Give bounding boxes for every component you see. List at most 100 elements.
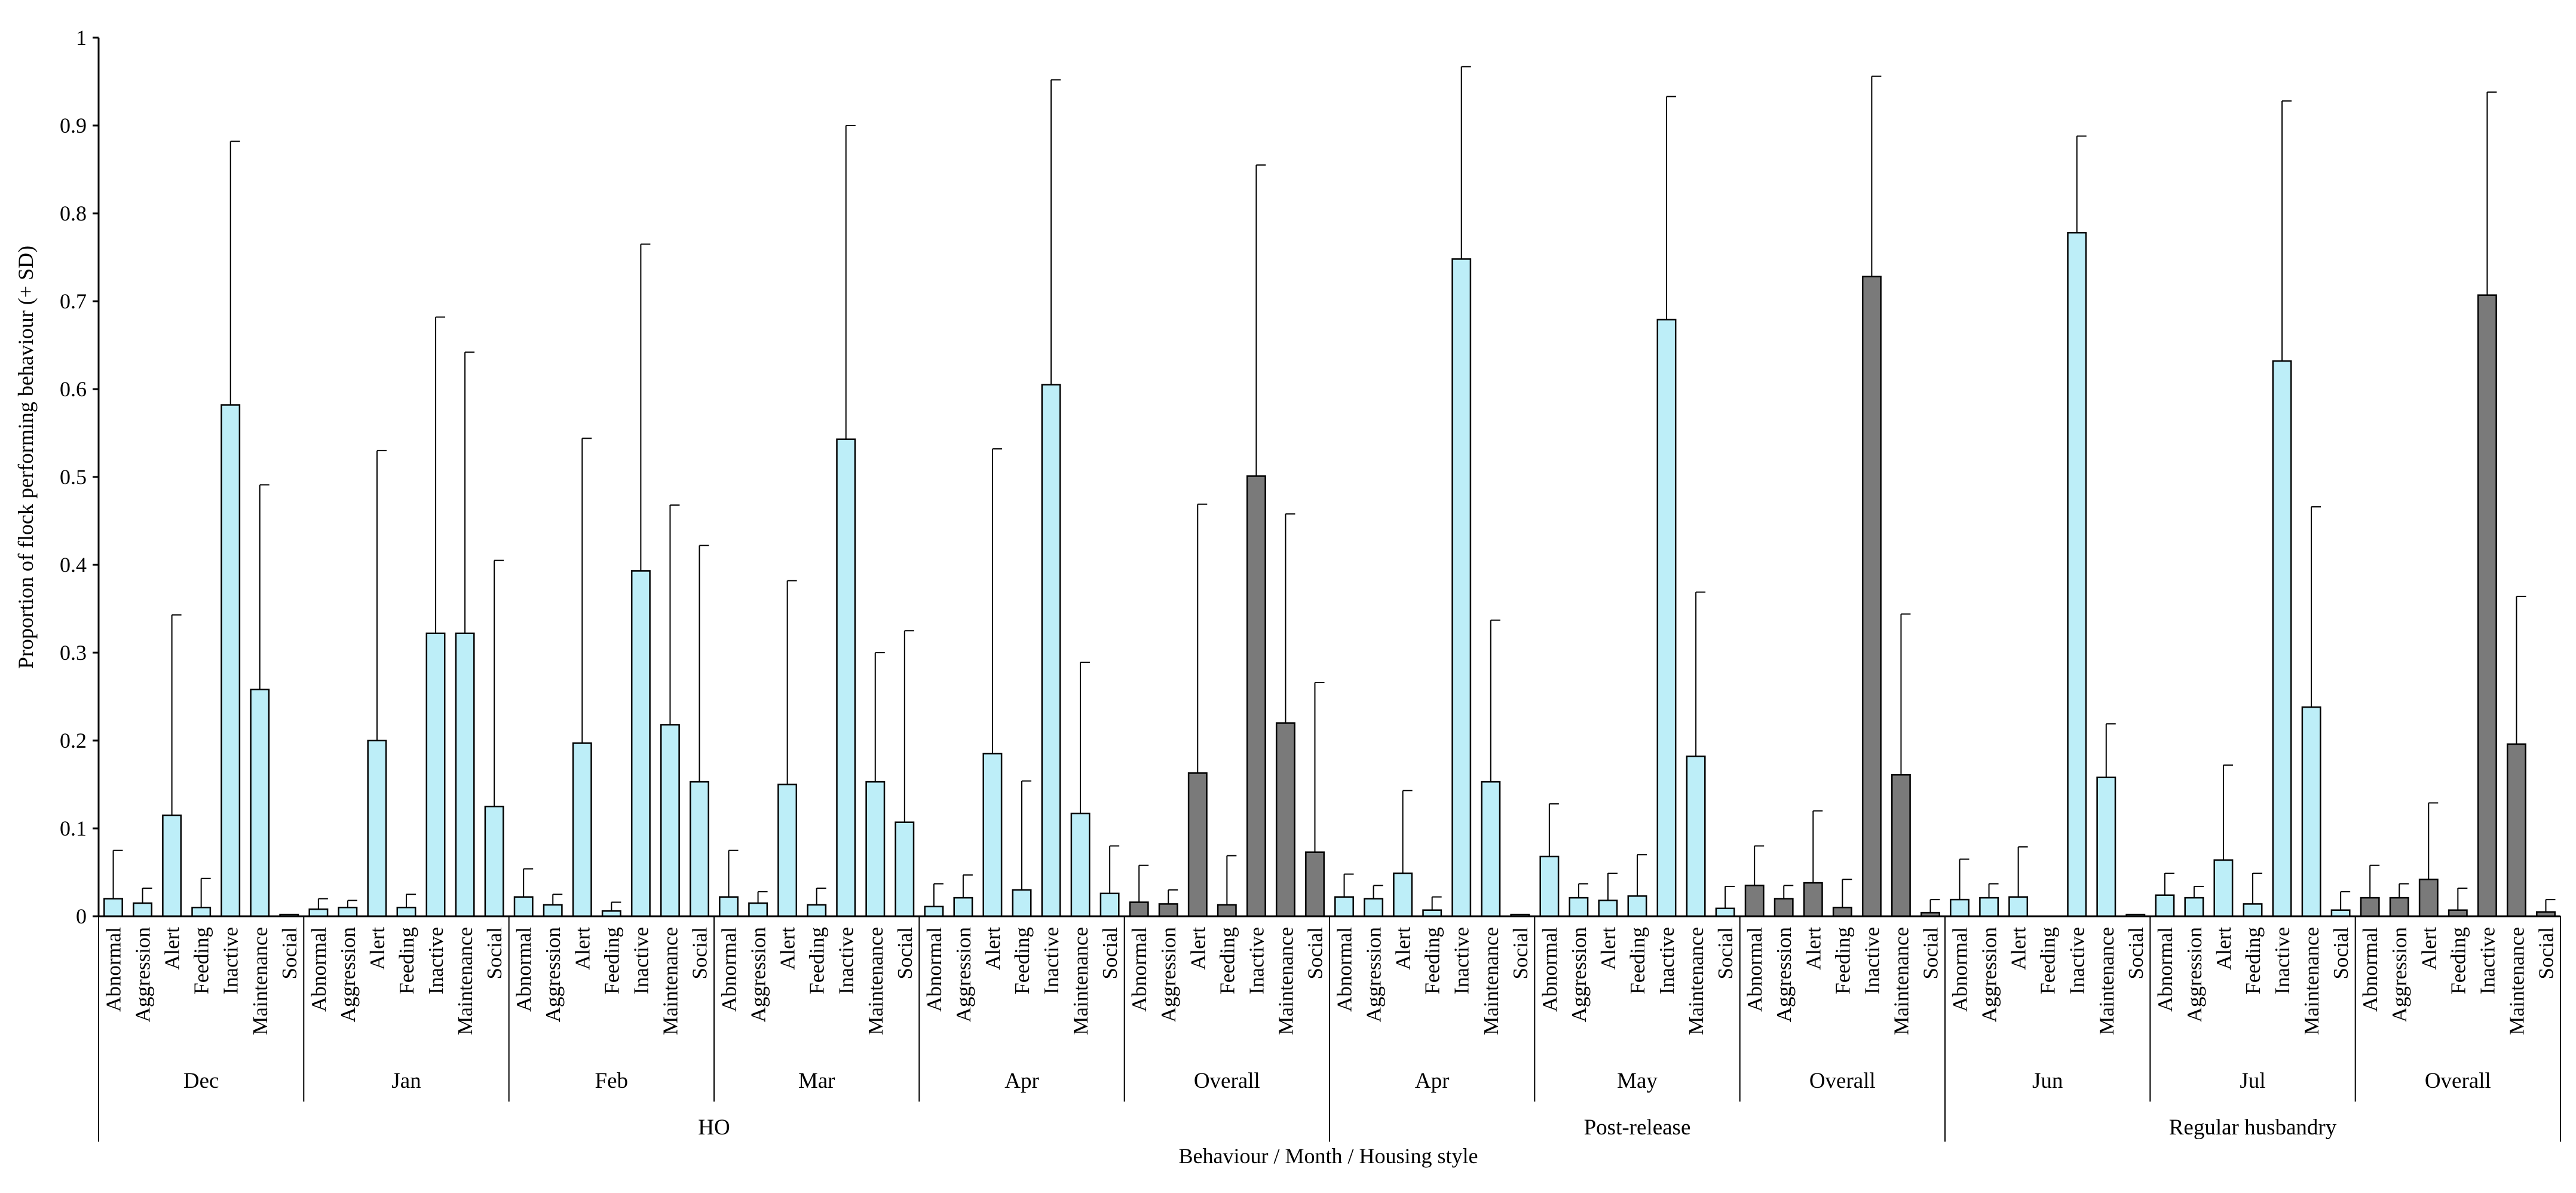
behaviour-label: Aggression — [1157, 927, 1180, 1022]
bar — [103, 898, 123, 917]
bar — [953, 897, 973, 917]
behaviour-label: Aggression — [952, 927, 975, 1022]
behaviour-label: Alert — [571, 927, 594, 970]
housing-label: Post-release — [1584, 1115, 1691, 1140]
bar — [2448, 909, 2468, 917]
bar — [367, 739, 387, 917]
y-tick-label: 0.7 — [60, 289, 87, 313]
behaviour-label: Inactive — [219, 927, 243, 995]
bar — [543, 904, 563, 917]
group-label: Apr — [1004, 1069, 1039, 1093]
y-tick-label: 0.6 — [60, 377, 87, 401]
bar — [1158, 903, 1178, 917]
group-label: Jan — [391, 1069, 421, 1093]
behaviour-label: Maintenance — [454, 927, 477, 1035]
bar — [396, 907, 416, 917]
behaviour-label: Feeding — [600, 927, 623, 995]
bar — [455, 632, 475, 917]
behaviour-label: Feeding — [805, 927, 829, 995]
x-axis-title: Behaviour / Month / Housing style — [1179, 1144, 1478, 1168]
bar — [513, 896, 534, 917]
bar — [748, 902, 768, 917]
bar — [220, 404, 241, 917]
y-tick-label: 0.2 — [60, 729, 87, 752]
behaviour-label: Abnormal — [1538, 927, 1561, 1012]
bar — [2301, 706, 2321, 917]
bar — [1012, 889, 1032, 917]
bar — [1539, 855, 1560, 917]
bar — [1275, 722, 1295, 917]
y-tick-label: 0.9 — [60, 114, 87, 137]
behaviour-label: Maintenance — [1684, 927, 1708, 1035]
behaviour-label: Inactive — [2271, 927, 2294, 995]
bar — [1187, 772, 1208, 917]
behaviour-label: Inactive — [424, 927, 448, 995]
behaviour-label: Inactive — [1655, 927, 1678, 995]
behaviour-label: Abnormal — [1949, 927, 1972, 1012]
behaviour-label: Social — [278, 927, 301, 980]
y-tick-label: 0.5 — [60, 465, 87, 489]
bar — [1217, 904, 1237, 917]
bar — [1715, 907, 1735, 917]
behaviour-label: Social — [1714, 927, 1737, 980]
behaviour-label: Social — [2124, 927, 2148, 980]
behaviour-label: Maintenance — [1480, 927, 1503, 1035]
bar — [2213, 859, 2234, 917]
behaviour-label: Social — [1509, 927, 1532, 980]
bar — [425, 632, 446, 917]
behaviour-label: Inactive — [1040, 927, 1063, 995]
bar — [1656, 319, 1677, 917]
bar — [572, 742, 592, 917]
y-axis-title: Proportion of flock performing behaviour… — [14, 246, 38, 669]
bar — [2067, 232, 2087, 917]
behaviour-label: Abnormal — [102, 927, 125, 1012]
behaviour-label: Aggression — [1978, 927, 2001, 1022]
behaviour-label: Maintenance — [864, 927, 887, 1035]
behaviour-label: Abnormal — [923, 927, 946, 1012]
bar — [2418, 879, 2439, 917]
bar — [1627, 895, 1647, 917]
behaviour-label: Inactive — [1860, 927, 1883, 995]
behaviour-label: Social — [2329, 927, 2353, 980]
group-label: Overall — [2425, 1069, 2491, 1093]
bars-layer — [103, 66, 2556, 917]
behaviour-label: Aggression — [1362, 927, 1386, 1022]
behaviour-label: Maintenance — [658, 927, 682, 1035]
behaviour-label: Inactive — [1450, 927, 1474, 995]
behaviour-label: Social — [1919, 927, 1943, 980]
behaviour-label: Aggression — [1567, 927, 1591, 1022]
behaviour-label: Alert — [776, 927, 800, 970]
y-axis: 0 0.1 0.2 0.3 0.4 0.5 0.6 0.7 0.8 0.9 1 — [60, 26, 100, 928]
behaviour-label: Social — [1098, 927, 1122, 980]
behaviour-label: Alert — [2417, 927, 2440, 970]
bar — [924, 906, 944, 917]
behaviour-label: Feeding — [1421, 927, 1444, 995]
behaviour-label: Alert — [2007, 927, 2030, 970]
bar — [1393, 872, 1413, 917]
behaviour-label: Aggression — [1772, 927, 1796, 1022]
bar — [2096, 776, 2116, 917]
bar — [2155, 894, 2175, 917]
behaviour-label: Alert — [2212, 927, 2235, 970]
bar — [191, 907, 212, 917]
behaviour-label: Abnormal — [512, 927, 535, 1012]
behaviour-label: Alert — [1186, 927, 1209, 970]
behaviour-label: Aggression — [336, 927, 360, 1022]
bar — [1891, 774, 1911, 917]
y-tick-label: 0 — [76, 904, 87, 928]
bar — [1070, 812, 1091, 917]
behaviour-label: Aggression — [2388, 927, 2411, 1022]
behaviour-label: Maintenance — [1274, 927, 1297, 1035]
bar — [1481, 781, 1501, 917]
y-tick-label: 1 — [76, 26, 87, 50]
behaviour-label: Social — [688, 927, 712, 980]
bar — [1364, 898, 1384, 917]
behaviour-label: Inactive — [2476, 927, 2499, 995]
behaviour-label: Feeding — [1010, 927, 1034, 995]
bar — [1861, 276, 1882, 917]
group-label: Overall — [1809, 1069, 1876, 1093]
bar — [2477, 294, 2497, 917]
bar — [1774, 898, 1794, 917]
y-tick-label: 0.1 — [60, 816, 87, 840]
bar — [308, 908, 329, 917]
